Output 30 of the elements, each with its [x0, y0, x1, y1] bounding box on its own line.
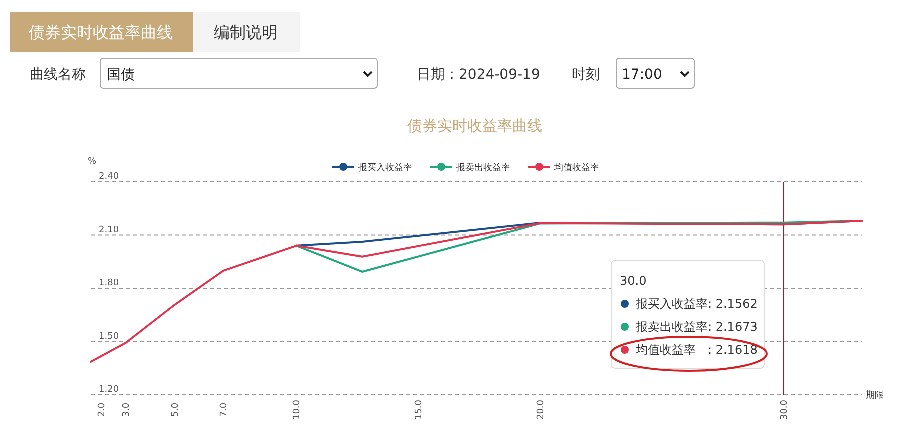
text: 国债 — [107, 67, 135, 83]
x-tick-label: 15.0 — [414, 400, 425, 420]
y-tick-label: 2.40 — [99, 172, 120, 182]
y-tick-label: 2.10 — [99, 225, 120, 236]
x-tick-label: 3.0 — [122, 402, 132, 418]
chart-title: 债券实时收益率曲线 — [408, 117, 542, 135]
legend-label: 均值收益率 — [554, 162, 600, 174]
y-tick-label: 1.80 — [99, 278, 120, 288]
annotation: 均值收益率 : 2.1618 — [635, 343, 758, 357]
legend-label: 报买入收益率 — [358, 162, 412, 174]
x-tick-label: 10.0 — [292, 400, 303, 420]
y-axis-title: % — [88, 157, 97, 167]
y-tick-label: 1.50 — [99, 332, 120, 342]
annotation: 30.0 — [620, 274, 647, 288]
x-tick-label: 2.0 — [98, 402, 108, 418]
text: 曲线名称 — [30, 67, 86, 83]
text: 债券实时收益率曲线 — [29, 23, 173, 42]
text: 日期：2024-09-19 — [417, 67, 540, 83]
x-tick-label: 30.0 — [780, 400, 790, 420]
x-tick-label: 5.0 — [170, 402, 181, 418]
annotation: 报买入收益率: 2.1562 — [635, 297, 758, 311]
legend-label: 报卖出收益率 — [456, 162, 510, 174]
x-tick-label: 20.0 — [536, 400, 546, 420]
x-tick-label: 7.0 — [220, 402, 230, 418]
annotation: 报卖出收益率: 2.1673 — [635, 320, 758, 334]
y-tick-label: 1.20 — [99, 385, 120, 395]
x-axis-title: 期限 — [866, 390, 884, 401]
text: 编制说明 — [214, 23, 278, 42]
text: 17:00 — [622, 67, 662, 83]
text: 时刻 — [572, 67, 600, 83]
